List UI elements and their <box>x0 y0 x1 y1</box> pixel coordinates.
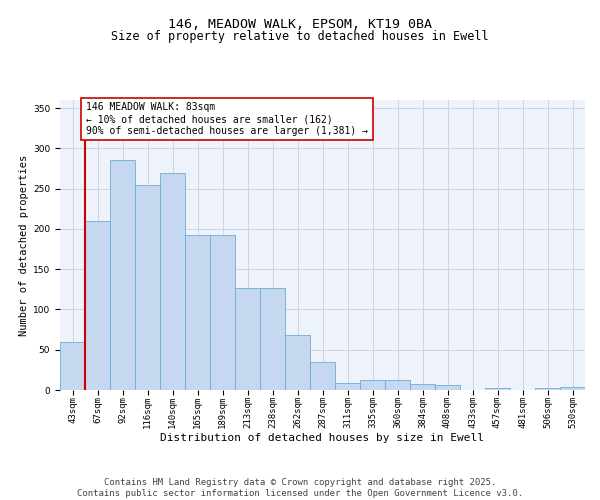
Bar <box>310 362 335 390</box>
Bar <box>385 380 410 390</box>
Bar <box>560 387 585 390</box>
Bar <box>60 342 85 390</box>
Bar <box>410 384 435 390</box>
Bar <box>485 388 510 390</box>
Bar <box>185 234 210 390</box>
Bar <box>335 383 360 390</box>
Bar <box>285 335 310 390</box>
Text: Contains HM Land Registry data © Crown copyright and database right 2025.
Contai: Contains HM Land Registry data © Crown c… <box>77 478 523 498</box>
Bar <box>110 160 135 390</box>
Bar <box>260 288 285 390</box>
Bar <box>85 221 110 390</box>
Bar <box>160 172 185 390</box>
X-axis label: Distribution of detached houses by size in Ewell: Distribution of detached houses by size … <box>161 432 485 442</box>
Bar <box>235 288 260 390</box>
Bar <box>360 380 385 390</box>
Text: 146, MEADOW WALK, EPSOM, KT19 0BA: 146, MEADOW WALK, EPSOM, KT19 0BA <box>168 18 432 30</box>
Y-axis label: Number of detached properties: Number of detached properties <box>19 154 29 336</box>
Bar <box>135 184 160 390</box>
Text: 146 MEADOW WALK: 83sqm
← 10% of detached houses are smaller (162)
90% of semi-de: 146 MEADOW WALK: 83sqm ← 10% of detached… <box>86 102 368 136</box>
Bar <box>210 234 235 390</box>
Text: Size of property relative to detached houses in Ewell: Size of property relative to detached ho… <box>111 30 489 43</box>
Bar <box>435 385 460 390</box>
Bar <box>535 388 560 390</box>
